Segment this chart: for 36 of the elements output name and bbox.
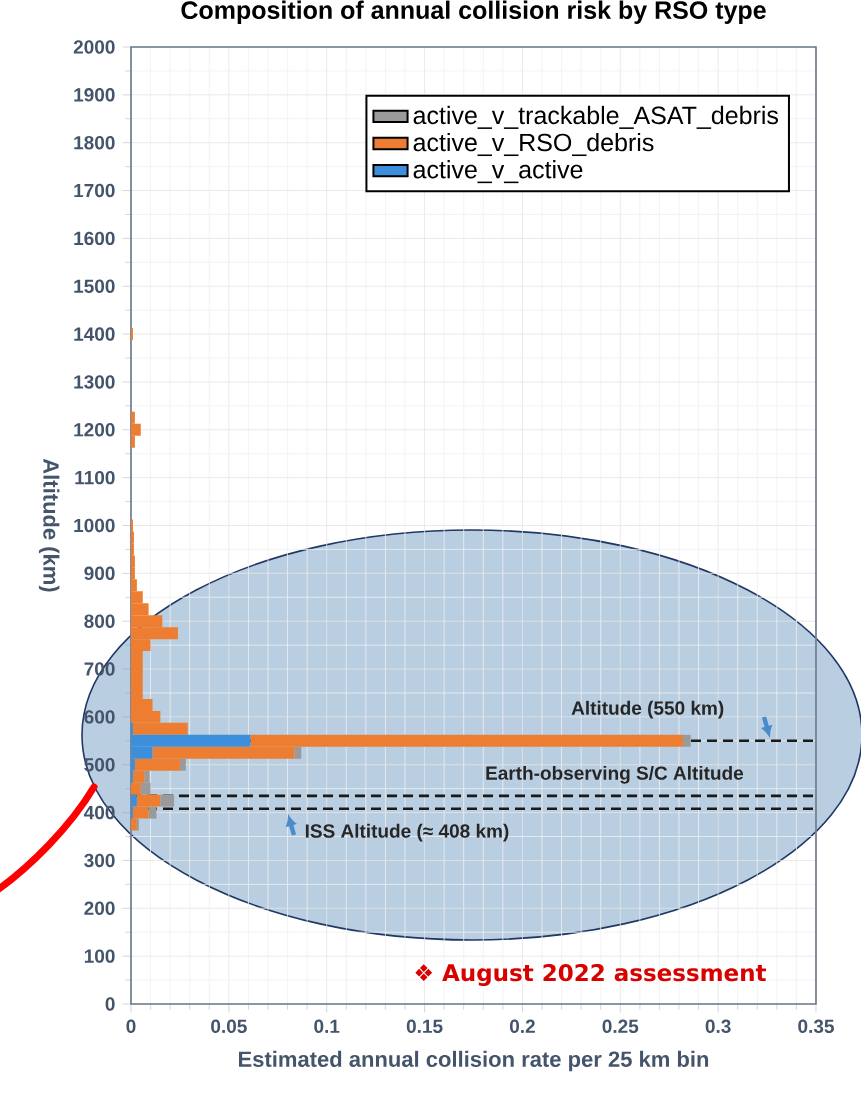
y-tick-label: 300 [84, 853, 115, 868]
x-tick-label: 0 [126, 1019, 136, 1034]
x-tick-label: 0.15 [406, 1019, 443, 1034]
chart-title: Composition of annual collision risk by RSO type [181, 0, 766, 24]
y-tick-label: 1900 [74, 88, 115, 102]
x-axis-title: Estimated annual collision rate per 25 km bin [239, 1050, 709, 1072]
y-tick-label: 1200 [74, 423, 115, 437]
legend-label: active_v_active [413, 160, 583, 184]
y-tick-label: 1400 [74, 327, 115, 341]
ref-line-label: ISS Altitude (≈ 408 km) [305, 823, 509, 842]
legend-label: active_v_trackable_ASAT_debris [413, 105, 779, 129]
y-tick-label: 1300 [74, 375, 115, 389]
x-tick-label: 0.25 [602, 1019, 639, 1034]
y-tick-label: 1500 [74, 279, 115, 293]
y-tick-label: 1000 [74, 518, 115, 533]
legend-label: active_v_RSO_debris [413, 132, 654, 157]
y-tick-label: 2000 [73, 40, 115, 54]
annotation: ❖ August 2022 assessment [415, 963, 767, 986]
x-tick-label: 0.05 [211, 1019, 247, 1034]
y-tick-label: 800 [84, 614, 115, 628]
y-tick-label: 1100 [75, 470, 115, 485]
x-tick-label: 0.3 [705, 1019, 731, 1034]
y-tick-label: 100 [84, 949, 115, 963]
y-tick-label: 0 [105, 997, 115, 1011]
y-tick-label: 600 [84, 710, 115, 724]
x-tick-label: 0.1 [314, 1019, 340, 1034]
y-tick-label: 900 [84, 566, 115, 581]
y-tick-label: 1800 [74, 135, 115, 150]
y-axis-title: Altitude (km) [38, 458, 60, 592]
x-tick-label: 0.35 [798, 1019, 834, 1034]
x-tick-label: 0.2 [509, 1019, 535, 1034]
ref-line-label: Earth-observing S/C Altitude [486, 765, 744, 784]
ref-line-label: Altitude (550 km) [571, 700, 724, 719]
y-tick-label: 1700 [74, 183, 115, 198]
y-tick-label: 1600 [74, 231, 115, 246]
y-tick-label: 200 [84, 901, 115, 916]
